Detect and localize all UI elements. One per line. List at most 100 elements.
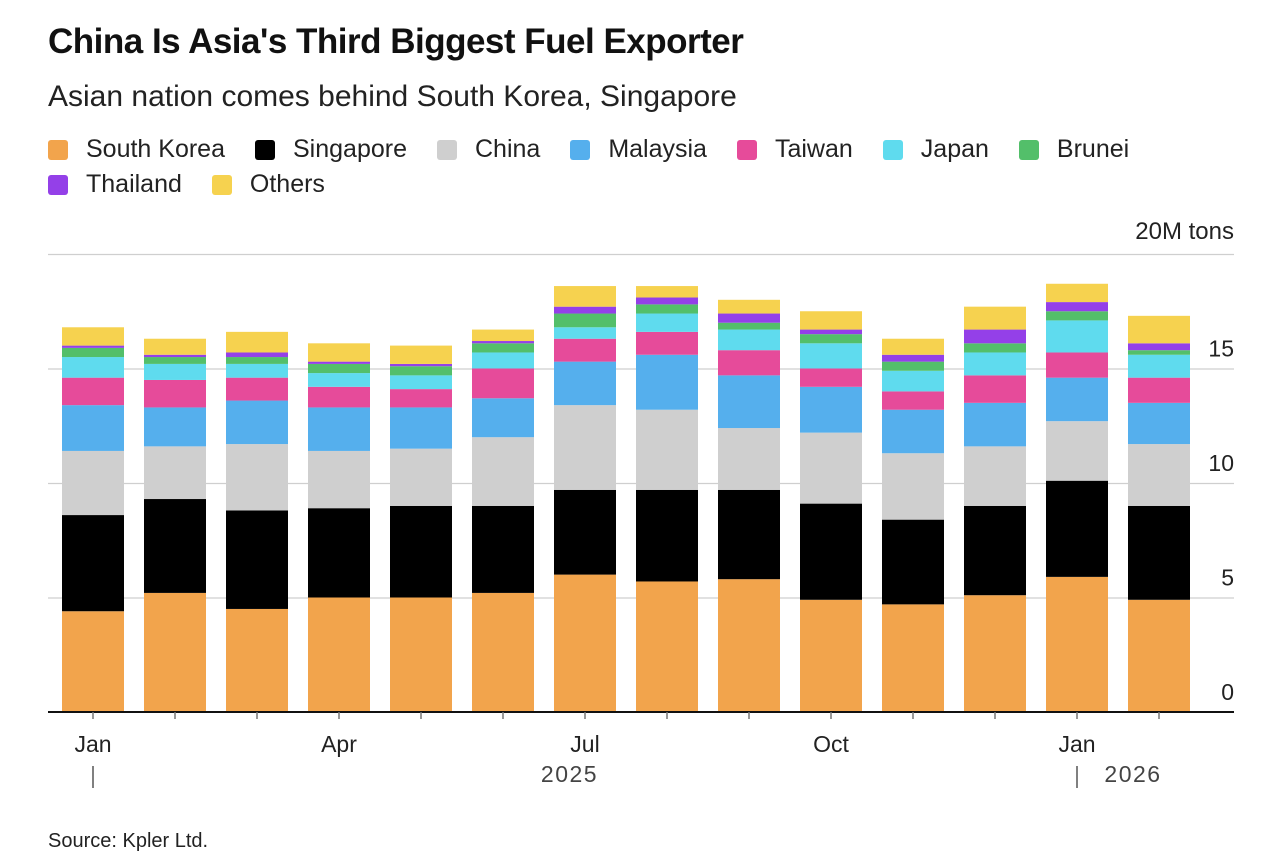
bar-segment (390, 345, 452, 364)
legend-label: South Korea (86, 135, 225, 163)
bar-segment (226, 352, 288, 358)
bar-segment (882, 354, 944, 362)
bar-segment (554, 327, 616, 339)
legend-item-japan: Japan (882, 135, 989, 164)
bar-segment (308, 407, 370, 451)
legend-label: Singapore (293, 135, 407, 163)
x-tick-label: Apr (321, 731, 357, 757)
bar-segment (390, 505, 452, 598)
bar-segment (1128, 343, 1190, 351)
bar-segment (800, 368, 862, 387)
bar-segment (964, 352, 1026, 376)
bar-segment (554, 405, 616, 490)
bar-segment (62, 347, 124, 358)
legend-item-china: China (436, 135, 540, 164)
bar-segment (472, 592, 534, 712)
bar-segment (390, 366, 452, 376)
bar-segment (1128, 599, 1190, 712)
bar-segment (144, 499, 206, 593)
bar-segment (308, 343, 370, 362)
legend-label: Thailand (86, 170, 182, 198)
bar-segment (62, 345, 124, 348)
bar-segment (390, 375, 452, 390)
bar-segment (144, 446, 206, 500)
bar-segment (964, 446, 1026, 506)
bar-segment (472, 505, 534, 593)
bar-segment (144, 407, 206, 447)
legend-swatch (255, 139, 275, 160)
bar-segment (144, 592, 206, 712)
bar-segment (800, 503, 862, 600)
bar-segment (144, 363, 206, 380)
bar-segment (1046, 352, 1108, 378)
bar-segment (800, 329, 862, 335)
bar-segment (1046, 480, 1108, 577)
bar-segment (390, 448, 452, 506)
bar-segment (1046, 311, 1108, 321)
bar-segment (882, 361, 944, 371)
bar-segment (1046, 377, 1108, 422)
bar-segment (636, 354, 698, 410)
bar-segment (636, 409, 698, 490)
bar-segment (882, 409, 944, 454)
bar-segment (554, 313, 616, 328)
bar-segment (882, 604, 944, 712)
legend-item-south-korea: South Korea (48, 135, 225, 164)
legend-swatch (436, 139, 457, 160)
bar-segment (636, 297, 698, 305)
bar-segment (554, 361, 616, 406)
bar-segment (308, 373, 370, 387)
bar-segment (718, 489, 780, 580)
bar-segment (1046, 320, 1108, 353)
y-tick-label: 0 (1221, 679, 1234, 705)
bar-segment (226, 377, 288, 401)
legend-swatch (48, 139, 68, 160)
bar-segment (800, 343, 862, 369)
bar-segment (226, 363, 288, 378)
bar-segment (144, 357, 206, 364)
bar-segment (636, 313, 698, 332)
bar-segment (308, 597, 370, 712)
bar-segment (800, 599, 862, 712)
bar-segment (226, 444, 288, 511)
legend-label: Brunei (1056, 135, 1130, 163)
legend-swatch (570, 139, 591, 160)
bar-segment (554, 306, 616, 314)
legend-label: Malaysia (608, 135, 707, 163)
bar-segment (472, 437, 534, 506)
bar-segment (800, 311, 862, 330)
bar-segment (226, 400, 288, 445)
bar-segment (964, 329, 1026, 344)
source-note: Source: Kpler Ltd. (48, 830, 209, 852)
bar-segment (882, 519, 944, 605)
legend-swatch (1018, 139, 1039, 160)
bar-segment (718, 350, 780, 376)
bar-segment (636, 286, 698, 298)
bar-segment (882, 338, 944, 355)
legend-label: Others (249, 170, 325, 198)
bar-segment (718, 299, 780, 314)
bar-segment (472, 398, 534, 438)
bar-segment (964, 402, 1026, 447)
bar-segment (1046, 283, 1108, 303)
bar-segment (1128, 315, 1190, 344)
bar-segment (964, 343, 1026, 353)
bar-segment (718, 322, 780, 330)
bar-segment (718, 375, 780, 429)
bar-segment (62, 327, 124, 346)
x-tick-label: Jul (570, 731, 599, 757)
bar-segment (226, 608, 288, 712)
bar-segment (882, 370, 944, 392)
bar-segment (62, 515, 124, 612)
bar-segment (882, 391, 944, 410)
bar-segment (308, 450, 370, 509)
y-tick-label: 10 (1208, 450, 1234, 476)
bar-segment (62, 450, 124, 516)
legend-item-malaysia: Malaysia (570, 135, 707, 164)
y-tick-label: 15 (1208, 336, 1234, 362)
legend-item-taiwan: Taiwan (736, 135, 853, 164)
bar-segment (718, 428, 780, 490)
bar-segment (390, 597, 452, 712)
bar-segment (1128, 354, 1190, 378)
